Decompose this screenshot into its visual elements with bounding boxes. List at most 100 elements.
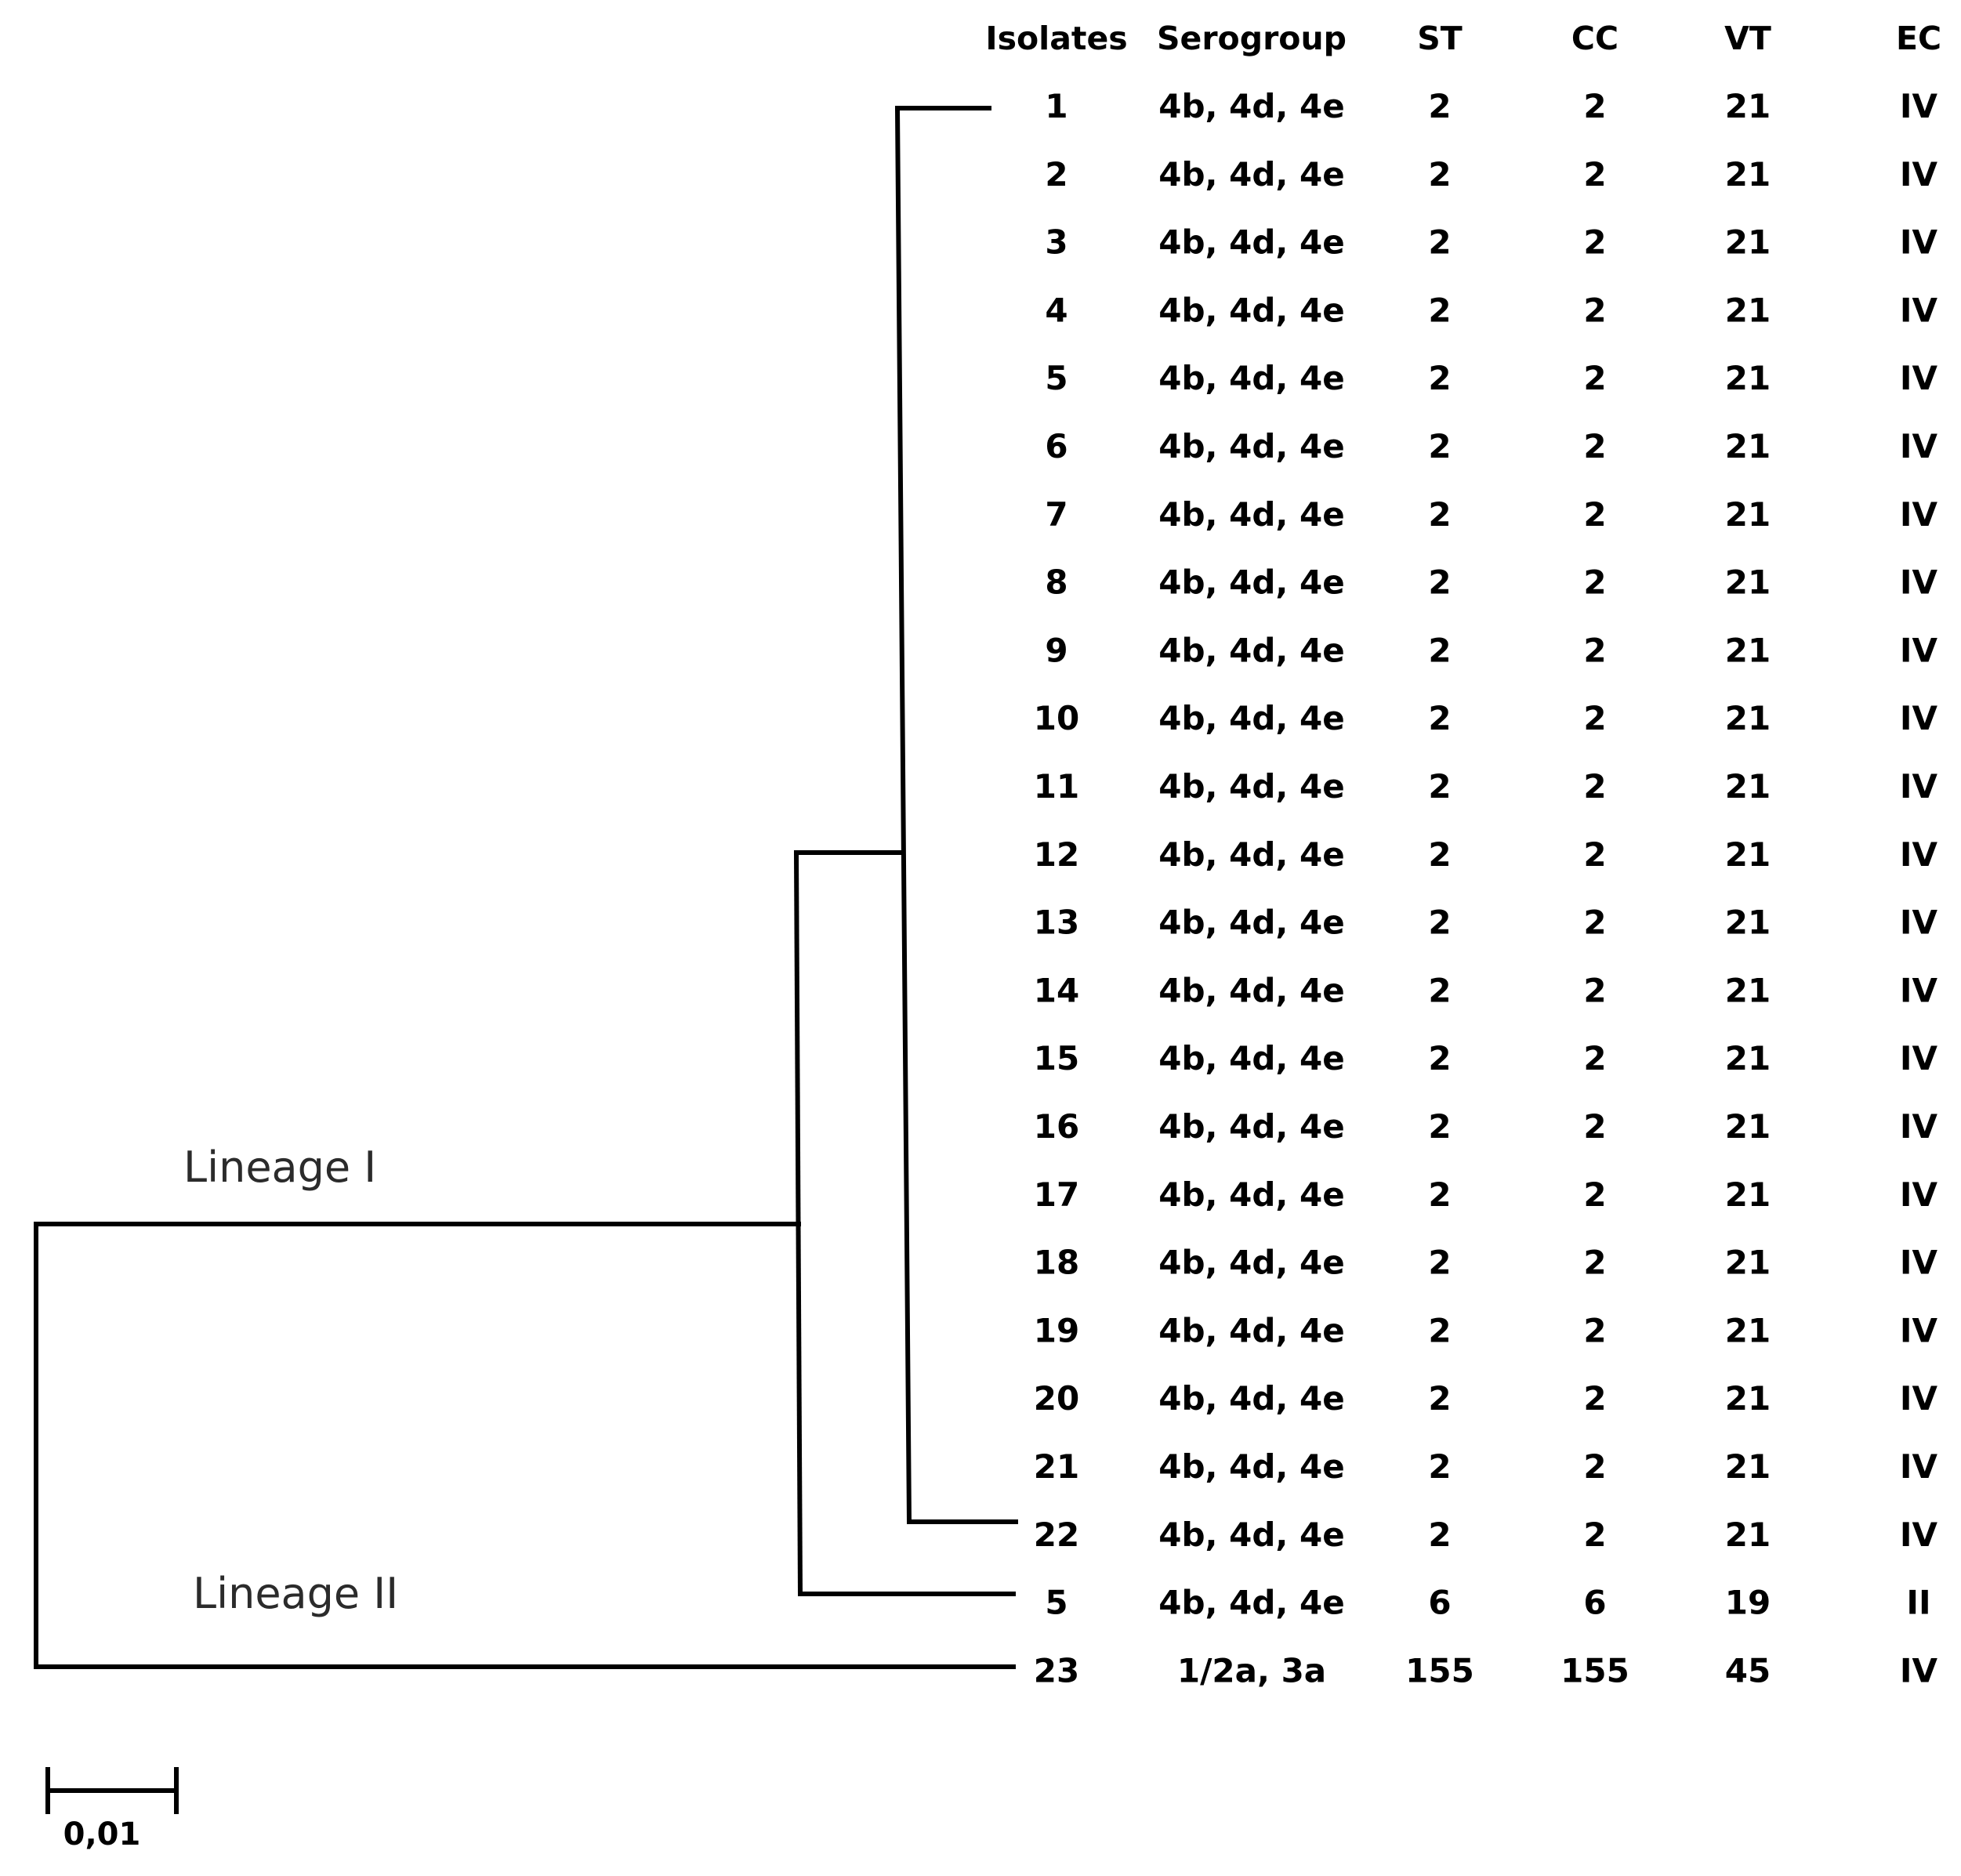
column-header-st: ST — [1417, 20, 1463, 57]
cell-serogroup: 4b, 4d, 4e — [1158, 155, 1344, 194]
lineage-II-label: Lineage II — [193, 1569, 398, 1618]
cell-vt: 21 — [1725, 87, 1771, 125]
table-row: 11 4b, 4d, 4e 2 2 21 IV — [1034, 767, 1938, 806]
cell-st: 2 — [1428, 767, 1451, 806]
cell-cc: 2 — [1583, 971, 1606, 1009]
cell-serogroup: 4b, 4d, 4e — [1158, 359, 1344, 397]
table-row: 1 4b, 4d, 4e 2 2 21 IV — [1045, 87, 1937, 125]
cell-st: 155 — [1405, 1651, 1474, 1689]
lineage-I-label: Lineage I — [183, 1143, 376, 1192]
table-row: 21 4b, 4d, 4e 2 2 21 IV — [1034, 1447, 1938, 1486]
cell-vt: 21 — [1725, 1244, 1771, 1282]
cell-serogroup: 4b, 4d, 4e — [1158, 1516, 1344, 1554]
cell-cc: 2 — [1583, 1379, 1606, 1418]
cell-st: 6 — [1428, 1584, 1451, 1622]
cell-st: 2 — [1428, 631, 1451, 669]
table-row: 19 4b, 4d, 4e 2 2 21 IV — [1034, 1311, 1938, 1349]
cell-isolate: 13 — [1034, 904, 1079, 942]
column-header-ec: EC — [1896, 20, 1941, 57]
cell-vt: 21 — [1725, 904, 1771, 942]
cell-serogroup: 4b, 4d, 4e — [1158, 563, 1344, 602]
cell-st: 2 — [1428, 699, 1451, 737]
table-row: 5 4b, 4d, 4e 6 6 19 II — [1045, 1584, 1930, 1622]
cell-cc: 2 — [1583, 1516, 1606, 1554]
cell-vt: 21 — [1725, 495, 1771, 534]
cell-serogroup: 4b, 4d, 4e — [1158, 767, 1344, 806]
table-row: 16 4b, 4d, 4e 2 2 21 IV — [1034, 1107, 1938, 1146]
cell-cc: 2 — [1583, 1039, 1606, 1077]
cell-isolate: 2 — [1045, 155, 1067, 194]
table-row: 23 1/2a, 3a 155 155 45 IV — [1034, 1651, 1938, 1689]
cell-serogroup: 4b, 4d, 4e — [1158, 1311, 1344, 1349]
cell-vt: 21 — [1725, 359, 1771, 397]
cell-cc: 2 — [1583, 835, 1606, 874]
cell-st: 2 — [1428, 1039, 1451, 1077]
cell-serogroup: 4b, 4d, 4e — [1158, 1244, 1344, 1282]
cell-isolate: 8 — [1045, 563, 1067, 602]
cell-st: 2 — [1428, 1447, 1451, 1486]
table-row: 2 4b, 4d, 4e 2 2 21 IV — [1045, 155, 1937, 194]
cell-serogroup: 4b, 4d, 4e — [1158, 971, 1344, 1009]
cell-isolate: 20 — [1034, 1379, 1079, 1418]
cell-cc: 2 — [1583, 291, 1606, 329]
cell-serogroup: 4b, 4d, 4e — [1158, 1175, 1344, 1214]
cell-serogroup: 4b, 4d, 4e — [1158, 1584, 1344, 1622]
table-row: 17 4b, 4d, 4e 2 2 21 IV — [1034, 1175, 1938, 1214]
cell-isolate: 23 — [1034, 1651, 1079, 1689]
cell-cc: 2 — [1583, 563, 1606, 602]
table-row: 12 4b, 4d, 4e 2 2 21 IV — [1034, 835, 1938, 874]
cell-serogroup: 4b, 4d, 4e — [1158, 699, 1344, 737]
cell-isolate: 5 — [1045, 359, 1067, 397]
cell-isolate: 9 — [1045, 631, 1067, 669]
cell-serogroup: 4b, 4d, 4e — [1158, 427, 1344, 465]
cell-cc: 2 — [1583, 1107, 1606, 1146]
cell-isolate: 19 — [1034, 1311, 1079, 1349]
cell-serogroup: 4b, 4d, 4e — [1158, 835, 1344, 874]
cell-vt: 21 — [1725, 563, 1771, 602]
cell-isolate: 22 — [1034, 1516, 1079, 1554]
cell-vt: 21 — [1725, 1175, 1771, 1214]
table-row: 20 4b, 4d, 4e 2 2 21 IV — [1034, 1379, 1938, 1418]
cell-serogroup: 4b, 4d, 4e — [1158, 631, 1344, 669]
table-row: 4 4b, 4d, 4e 2 2 21 IV — [1045, 291, 1937, 329]
table-row: 6 4b, 4d, 4e 2 2 21 IV — [1045, 427, 1937, 465]
cell-st: 2 — [1428, 904, 1451, 942]
cell-vt: 21 — [1725, 971, 1771, 1009]
cell-cc: 155 — [1560, 1651, 1629, 1689]
column-header-isolate: Isolates — [985, 20, 1127, 57]
cell-vt: 21 — [1725, 1107, 1771, 1146]
cell-ec: IV — [1900, 563, 1938, 602]
cell-cc: 2 — [1583, 1311, 1606, 1349]
cell-ec: IV — [1900, 1311, 1938, 1349]
cell-cc: 2 — [1583, 1447, 1606, 1486]
table-row: 18 4b, 4d, 4e 2 2 21 IV — [1034, 1244, 1938, 1282]
cell-isolate: 17 — [1034, 1175, 1079, 1214]
column-header-serogroup: Serogroup — [1157, 20, 1347, 57]
cell-vt: 21 — [1725, 155, 1771, 194]
cell-ec: IV — [1900, 155, 1938, 194]
cell-ec: IV — [1900, 904, 1938, 942]
cell-isolate: 21 — [1034, 1447, 1079, 1486]
cell-ec: IV — [1900, 1175, 1938, 1214]
cell-st: 2 — [1428, 87, 1451, 125]
cell-ec: IV — [1900, 699, 1938, 737]
table-row: 13 4b, 4d, 4e 2 2 21 IV — [1034, 904, 1938, 942]
cell-vt: 21 — [1725, 223, 1771, 262]
cell-cc: 6 — [1583, 1584, 1606, 1622]
cell-vt: 21 — [1725, 1516, 1771, 1554]
table-row: 14 4b, 4d, 4e 2 2 21 IV — [1034, 971, 1938, 1009]
table-row: 5 4b, 4d, 4e 2 2 21 IV — [1045, 359, 1937, 397]
cell-ec: IV — [1900, 631, 1938, 669]
cell-st: 2 — [1428, 835, 1451, 874]
cell-st: 2 — [1428, 1311, 1451, 1349]
cell-vt: 21 — [1725, 291, 1771, 329]
cell-cc: 2 — [1583, 155, 1606, 194]
cell-cc: 2 — [1583, 495, 1606, 534]
cell-ec: IV — [1900, 223, 1938, 262]
table-row: 22 4b, 4d, 4e 2 2 21 IV — [1034, 1516, 1938, 1554]
cell-serogroup: 4b, 4d, 4e — [1158, 904, 1344, 942]
table-row: 15 4b, 4d, 4e 2 2 21 IV — [1034, 1039, 1938, 1077]
cell-isolate: 1 — [1045, 87, 1067, 125]
cell-isolate: 15 — [1034, 1039, 1079, 1077]
